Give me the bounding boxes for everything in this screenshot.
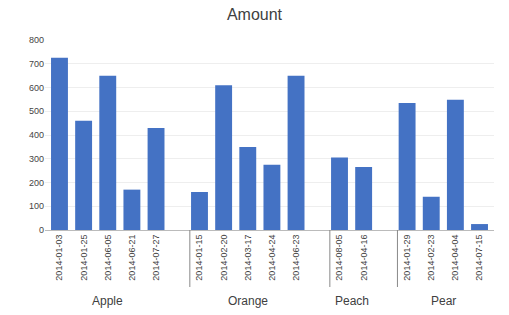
svg-text:700: 700	[29, 59, 44, 69]
svg-text:Amount: Amount	[227, 6, 283, 23]
svg-text:2014-07-27: 2014-07-27	[151, 235, 161, 281]
svg-text:200: 200	[29, 178, 44, 188]
svg-text:2014-03-17: 2014-03-17	[243, 235, 253, 281]
svg-text:2014-06-21: 2014-06-21	[127, 235, 137, 281]
svg-text:2014-01-29: 2014-01-29	[402, 235, 412, 281]
svg-text:2014-06-23: 2014-06-23	[291, 235, 301, 281]
svg-text:2014-01-03: 2014-01-03	[54, 235, 64, 281]
svg-text:600: 600	[29, 83, 44, 93]
svg-text:800: 800	[29, 35, 44, 45]
svg-text:2014-01-15: 2014-01-15	[194, 235, 204, 281]
svg-text:Orange: Orange	[228, 294, 268, 308]
svg-text:2014-04-04: 2014-04-04	[450, 235, 460, 281]
svg-text:0: 0	[39, 225, 44, 235]
svg-text:2014-01-25: 2014-01-25	[79, 235, 89, 281]
svg-text:100: 100	[29, 201, 44, 211]
svg-text:2014-02-20: 2014-02-20	[219, 235, 229, 281]
svg-text:500: 500	[29, 106, 44, 116]
svg-text:2014-06-05: 2014-06-05	[103, 235, 113, 281]
svg-text:Pear: Pear	[431, 294, 456, 308]
svg-text:2014-07-15: 2014-07-15	[474, 235, 484, 281]
svg-text:2014-04-24: 2014-04-24	[267, 235, 277, 281]
svg-text:2014-04-16: 2014-04-16	[359, 235, 369, 281]
svg-text:300: 300	[29, 154, 44, 164]
svg-text:2014-02-23: 2014-02-23	[426, 235, 436, 281]
svg-text:2014-08-05: 2014-08-05	[334, 235, 344, 281]
svg-text:Peach: Peach	[335, 294, 369, 308]
svg-text:Apple: Apple	[92, 294, 123, 308]
svg-text:400: 400	[29, 130, 44, 140]
